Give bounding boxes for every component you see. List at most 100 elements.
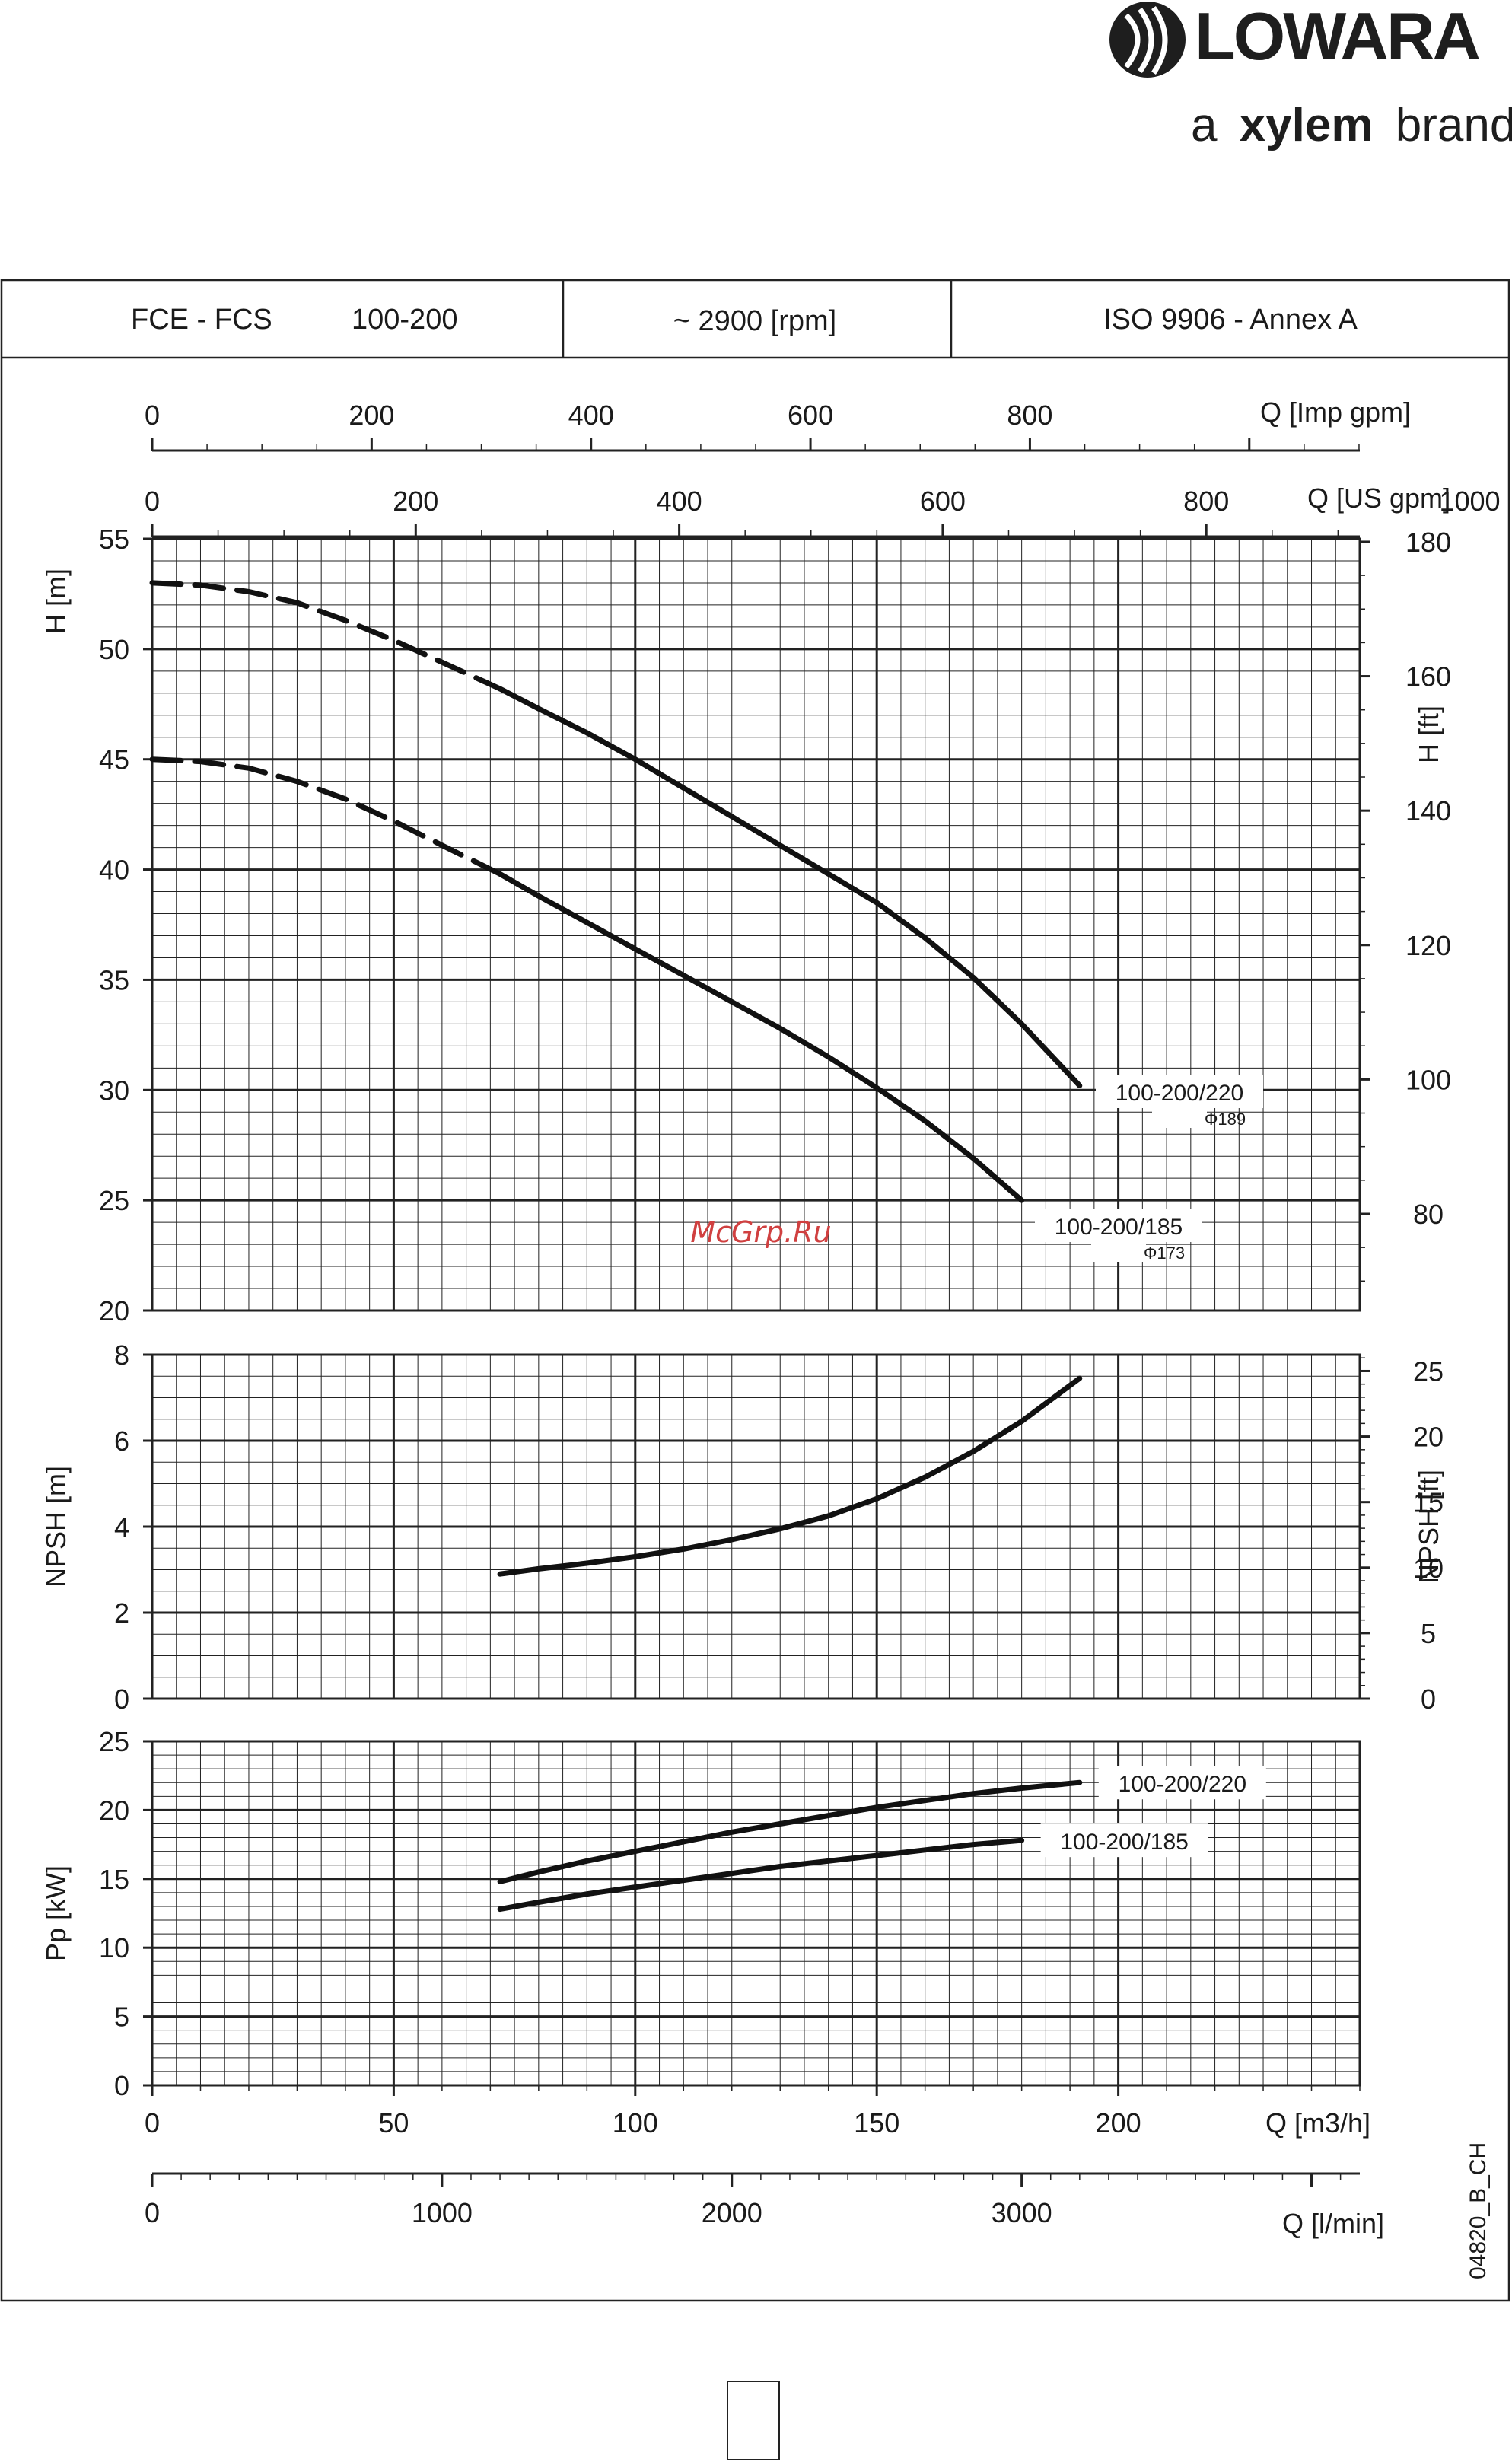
lowara-swirl-icon	[1109, 2, 1186, 78]
watermark: McGrp.Ru	[690, 1215, 831, 1249]
standard-label: ISO 9906 - Annex A	[1103, 304, 1358, 336]
y-tick-label: 40	[99, 855, 129, 886]
y2-tick-label: 20	[1413, 1422, 1444, 1453]
y-tick-label: 4	[114, 1511, 129, 1543]
y2-axis-label: H [ft]	[1413, 705, 1444, 763]
y-tick-label: 10	[99, 1932, 129, 1964]
curve-label: 100-200/185	[1055, 1215, 1183, 1240]
y-tick-label: 35	[99, 964, 129, 995]
curve-dashed-100-200/185	[149, 756, 503, 877]
x-tick-label: 0	[145, 2107, 160, 2139]
x-axis-label: Q [m3/h]	[1265, 2107, 1370, 2139]
top-axis-label: Q [US gpm]	[1307, 483, 1450, 514]
curve-label-bg	[1035, 1209, 1202, 1242]
y-tick-label: 0	[114, 2070, 129, 2101]
top-axis-label: Q [Imp gpm]	[1260, 397, 1411, 428]
top-axis-tick-label: 200	[393, 486, 438, 517]
model-family: FCE - FCS	[131, 304, 272, 336]
plot-border	[151, 1740, 1361, 2087]
y-tick-label: 25	[99, 1185, 129, 1216]
curve-dashed-100-200/220	[149, 580, 503, 692]
y-tick-label: 6	[114, 1425, 129, 1457]
curve-100-200/185	[497, 871, 1025, 1203]
y2-tick-label: 80	[1413, 1199, 1444, 1230]
lmin-tick-label: 3000	[992, 2197, 1052, 2228]
top-axis-tick-label: 600	[920, 486, 966, 517]
tagline-prefix: a	[1191, 99, 1218, 151]
plot-border	[151, 537, 1361, 1312]
x-tick-label: 150	[854, 2107, 899, 2139]
tagline-brand: xylem	[1240, 99, 1374, 151]
brand-tagline: a xylem brand	[1191, 99, 1512, 151]
top-axis-tick-label: 0	[145, 400, 160, 431]
y2-tick-label: 180	[1405, 527, 1451, 558]
y-tick-label: 55	[99, 524, 129, 555]
x-tick-label: 200	[1096, 2107, 1141, 2139]
curve-100-200/220	[497, 1779, 1083, 1884]
top-axis-tick-label: 600	[788, 400, 833, 431]
y2-tick-label: 25	[1413, 1355, 1444, 1387]
top-axis-tick-label: 400	[657, 486, 702, 517]
y-tick-label: 5	[114, 2002, 129, 2033]
model-size: 100-200	[352, 304, 457, 336]
drawing-code: 04820_B_CH	[1466, 2142, 1491, 2279]
curve-label: 100-200/220	[1119, 1772, 1247, 1797]
head-panel: 20 25 30 35 40 45 50 55 H [m] 80 100 120 140 160 180 H …	[40, 524, 1451, 1327]
y-tick-label: 8	[114, 1339, 129, 1371]
brand-name: LOWARA	[1195, 0, 1480, 74]
x-tick-label: 100	[613, 2107, 658, 2139]
y-tick-label: 0	[114, 1683, 129, 1715]
lmin-tick-label: 1000	[412, 2197, 473, 2228]
curve-100-200/220	[497, 686, 1083, 1088]
curve-label-bg	[1096, 1075, 1263, 1108]
top-axis-tick-label: 400	[568, 400, 614, 431]
y2-tick-label: 15	[1413, 1487, 1444, 1518]
y-axis-label: Pp [kW]	[40, 1865, 72, 1961]
lmin-tick-label: 0	[145, 2197, 160, 2228]
npsh-panel: 0 2 4 6 8 NPSH [m] 0 5 10 15 20 25 NPSH [ft]	[40, 1339, 1444, 1715]
y2-tick-label: 160	[1405, 661, 1451, 693]
curve-sublabel-bg	[1091, 1241, 1146, 1262]
speed-label: ~ 2900 [rpm]	[673, 305, 836, 337]
y-tick-label: 20	[99, 1795, 129, 1826]
curve-label: 100-200/185	[1060, 1830, 1189, 1855]
y-tick-label: 45	[99, 744, 129, 776]
y2-tick-label: 140	[1405, 795, 1451, 827]
y2-tick-label: 10	[1413, 1553, 1444, 1584]
y-tick-label: 25	[99, 1726, 129, 1757]
top-flow-axes: 0 200 400 600 800 Q [Imp gpm] 0 200 400 600 800 100…	[145, 397, 1501, 538]
y2-axis-label: NPSH [ft]	[1413, 1470, 1444, 1584]
curve-label-bg	[1040, 1823, 1208, 1858]
y-axis-label: NPSH [m]	[40, 1466, 72, 1588]
curve-sublabel: Φ189	[1205, 1110, 1246, 1129]
top-axis-tick-label: 800	[1183, 486, 1229, 517]
curve-npsh	[497, 1375, 1083, 1577]
lmin-tick-label: 2000	[702, 2197, 762, 2228]
y2-tick-label: 0	[1421, 1683, 1436, 1715]
power-panel: 0 5 10 15 20 25 Pp [kW] 100-200/220 100-200/185 0…	[40, 1726, 1370, 2139]
y-tick-label: 15	[99, 1864, 129, 1895]
top-axis-tick-label: 0	[145, 486, 160, 517]
curve-label-bg	[1098, 1766, 1266, 1800]
chart-frame	[0, 279, 1510, 2302]
bottom-flow-axes: 0 1000 2000 3000 Q [l/min]	[145, 2172, 1384, 2239]
y-tick-label: 50	[99, 634, 129, 665]
y-tick-label: 20	[99, 1295, 129, 1327]
header-row: FCE - FCS 100-200 ~ 2900 [rpm] ISO 9906 …	[131, 304, 1358, 337]
curve-sublabel-bg	[1152, 1107, 1207, 1128]
y-tick-label: 30	[99, 1075, 129, 1106]
curve-label: 100-200/220	[1116, 1081, 1244, 1106]
top-axis-tick-label: 200	[349, 400, 394, 431]
y2-tick-label: 120	[1405, 930, 1451, 961]
y-tick-label: 2	[114, 1597, 129, 1629]
y2-tick-label: 5	[1421, 1618, 1436, 1649]
top-axis-tick-label: 1000	[1439, 486, 1500, 517]
y-axis-label: H [m]	[40, 569, 72, 634]
top-axis-tick-label: 800	[1007, 400, 1052, 431]
curve-sublabel: Φ173	[1144, 1244, 1185, 1263]
lowara-logo: LOWARA a xylem brand	[1109, 0, 1512, 151]
page-number-box	[727, 2381, 780, 2460]
lmin-axis-label: Q [l/min]	[1282, 2208, 1384, 2239]
tagline-suffix: brand	[1396, 99, 1512, 151]
